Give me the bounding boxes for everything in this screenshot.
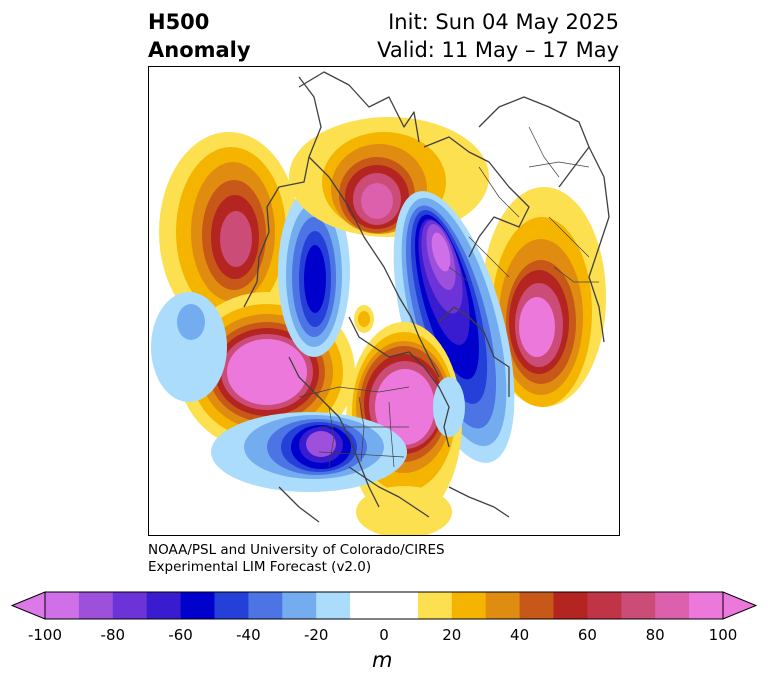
colorbar-tick-label: -100 xyxy=(27,626,63,644)
colorbar-swatch xyxy=(621,592,656,619)
colorbar-swatch xyxy=(553,592,588,619)
colorbar-unit: m xyxy=(372,648,393,672)
title-variable: H500 xyxy=(148,10,210,34)
colorbar-swatch xyxy=(587,592,622,619)
coastlines xyxy=(243,71,610,523)
colorbar-tick-label: 60 xyxy=(577,626,597,644)
colorbar-tick-label: 80 xyxy=(645,626,665,644)
trough-eurasia xyxy=(393,191,515,463)
colorbar-swatch xyxy=(146,592,182,619)
ridge-northeast-pacific xyxy=(159,132,299,332)
map-title: H500 Anomaly xyxy=(148,8,251,64)
anomaly-map xyxy=(148,66,620,536)
colorbar-tick-label: -60 xyxy=(168,626,193,644)
credit-line-1: NOAA/PSL and University of Colorado/CIRE… xyxy=(148,542,445,558)
forecast-dates: Init: Sun 04 May 2025 Valid: 11 May – 17… xyxy=(377,8,619,64)
colorbar-swatch xyxy=(689,592,724,619)
credit-line-2: Experimental LIM Forecast (v2.0) xyxy=(148,559,372,575)
trough-western-canada xyxy=(278,187,350,357)
colorbar-swatch xyxy=(316,592,351,619)
colorbar-swatch xyxy=(248,592,283,619)
colorbar-tick-label: -40 xyxy=(236,626,261,644)
colorbar-tick-label: 40 xyxy=(510,626,530,644)
colorbar-swatch xyxy=(214,592,249,619)
colorbar-swatch xyxy=(384,592,419,619)
colorbar-swatch xyxy=(451,592,487,619)
colorbar-frame xyxy=(44,591,724,620)
trough-west-pacific xyxy=(151,292,227,402)
anomaly-map-svg xyxy=(151,71,610,535)
trough-southwest-us xyxy=(211,412,407,492)
colorbar-swatch xyxy=(485,592,521,619)
colorbar-swatch xyxy=(45,592,80,619)
colorbar-tick-labels: -100 -80 -60 -40 -20 0 20 40 60 80 100 xyxy=(0,626,768,646)
ridge-east-asia xyxy=(482,187,606,407)
political-borders xyxy=(298,126,599,468)
colorbar-swatch xyxy=(519,592,554,619)
init-date: Init: Sun 04 May 2025 xyxy=(388,10,619,34)
colorbar-swatch xyxy=(180,592,215,619)
credit-text: NOAA/PSL and University of Colorado/CIRE… xyxy=(148,542,445,576)
colorbar-tick-label: 20 xyxy=(442,626,462,644)
colorbar xyxy=(10,591,758,620)
colorbar-tick-label: -80 xyxy=(100,626,126,644)
colorbar-min-extend xyxy=(10,591,46,620)
colorbar-tick-label: 100 xyxy=(708,626,738,644)
colorbar-swatch xyxy=(350,592,385,619)
colorbar-tick-label: -20 xyxy=(303,626,329,644)
colorbar-swatch xyxy=(417,592,453,619)
colorbar-max-extend xyxy=(722,591,758,620)
title-kind: Anomaly xyxy=(148,38,251,62)
valid-range: Valid: 11 May – 17 May xyxy=(377,38,619,62)
ridge-bering xyxy=(354,305,374,333)
colorbar-swatch xyxy=(655,592,690,619)
colorbar-tick-label: 0 xyxy=(379,626,389,644)
colorbar-swatch xyxy=(112,592,148,619)
colorbar-swatch xyxy=(282,592,317,619)
colorbar-swatch xyxy=(78,592,114,619)
